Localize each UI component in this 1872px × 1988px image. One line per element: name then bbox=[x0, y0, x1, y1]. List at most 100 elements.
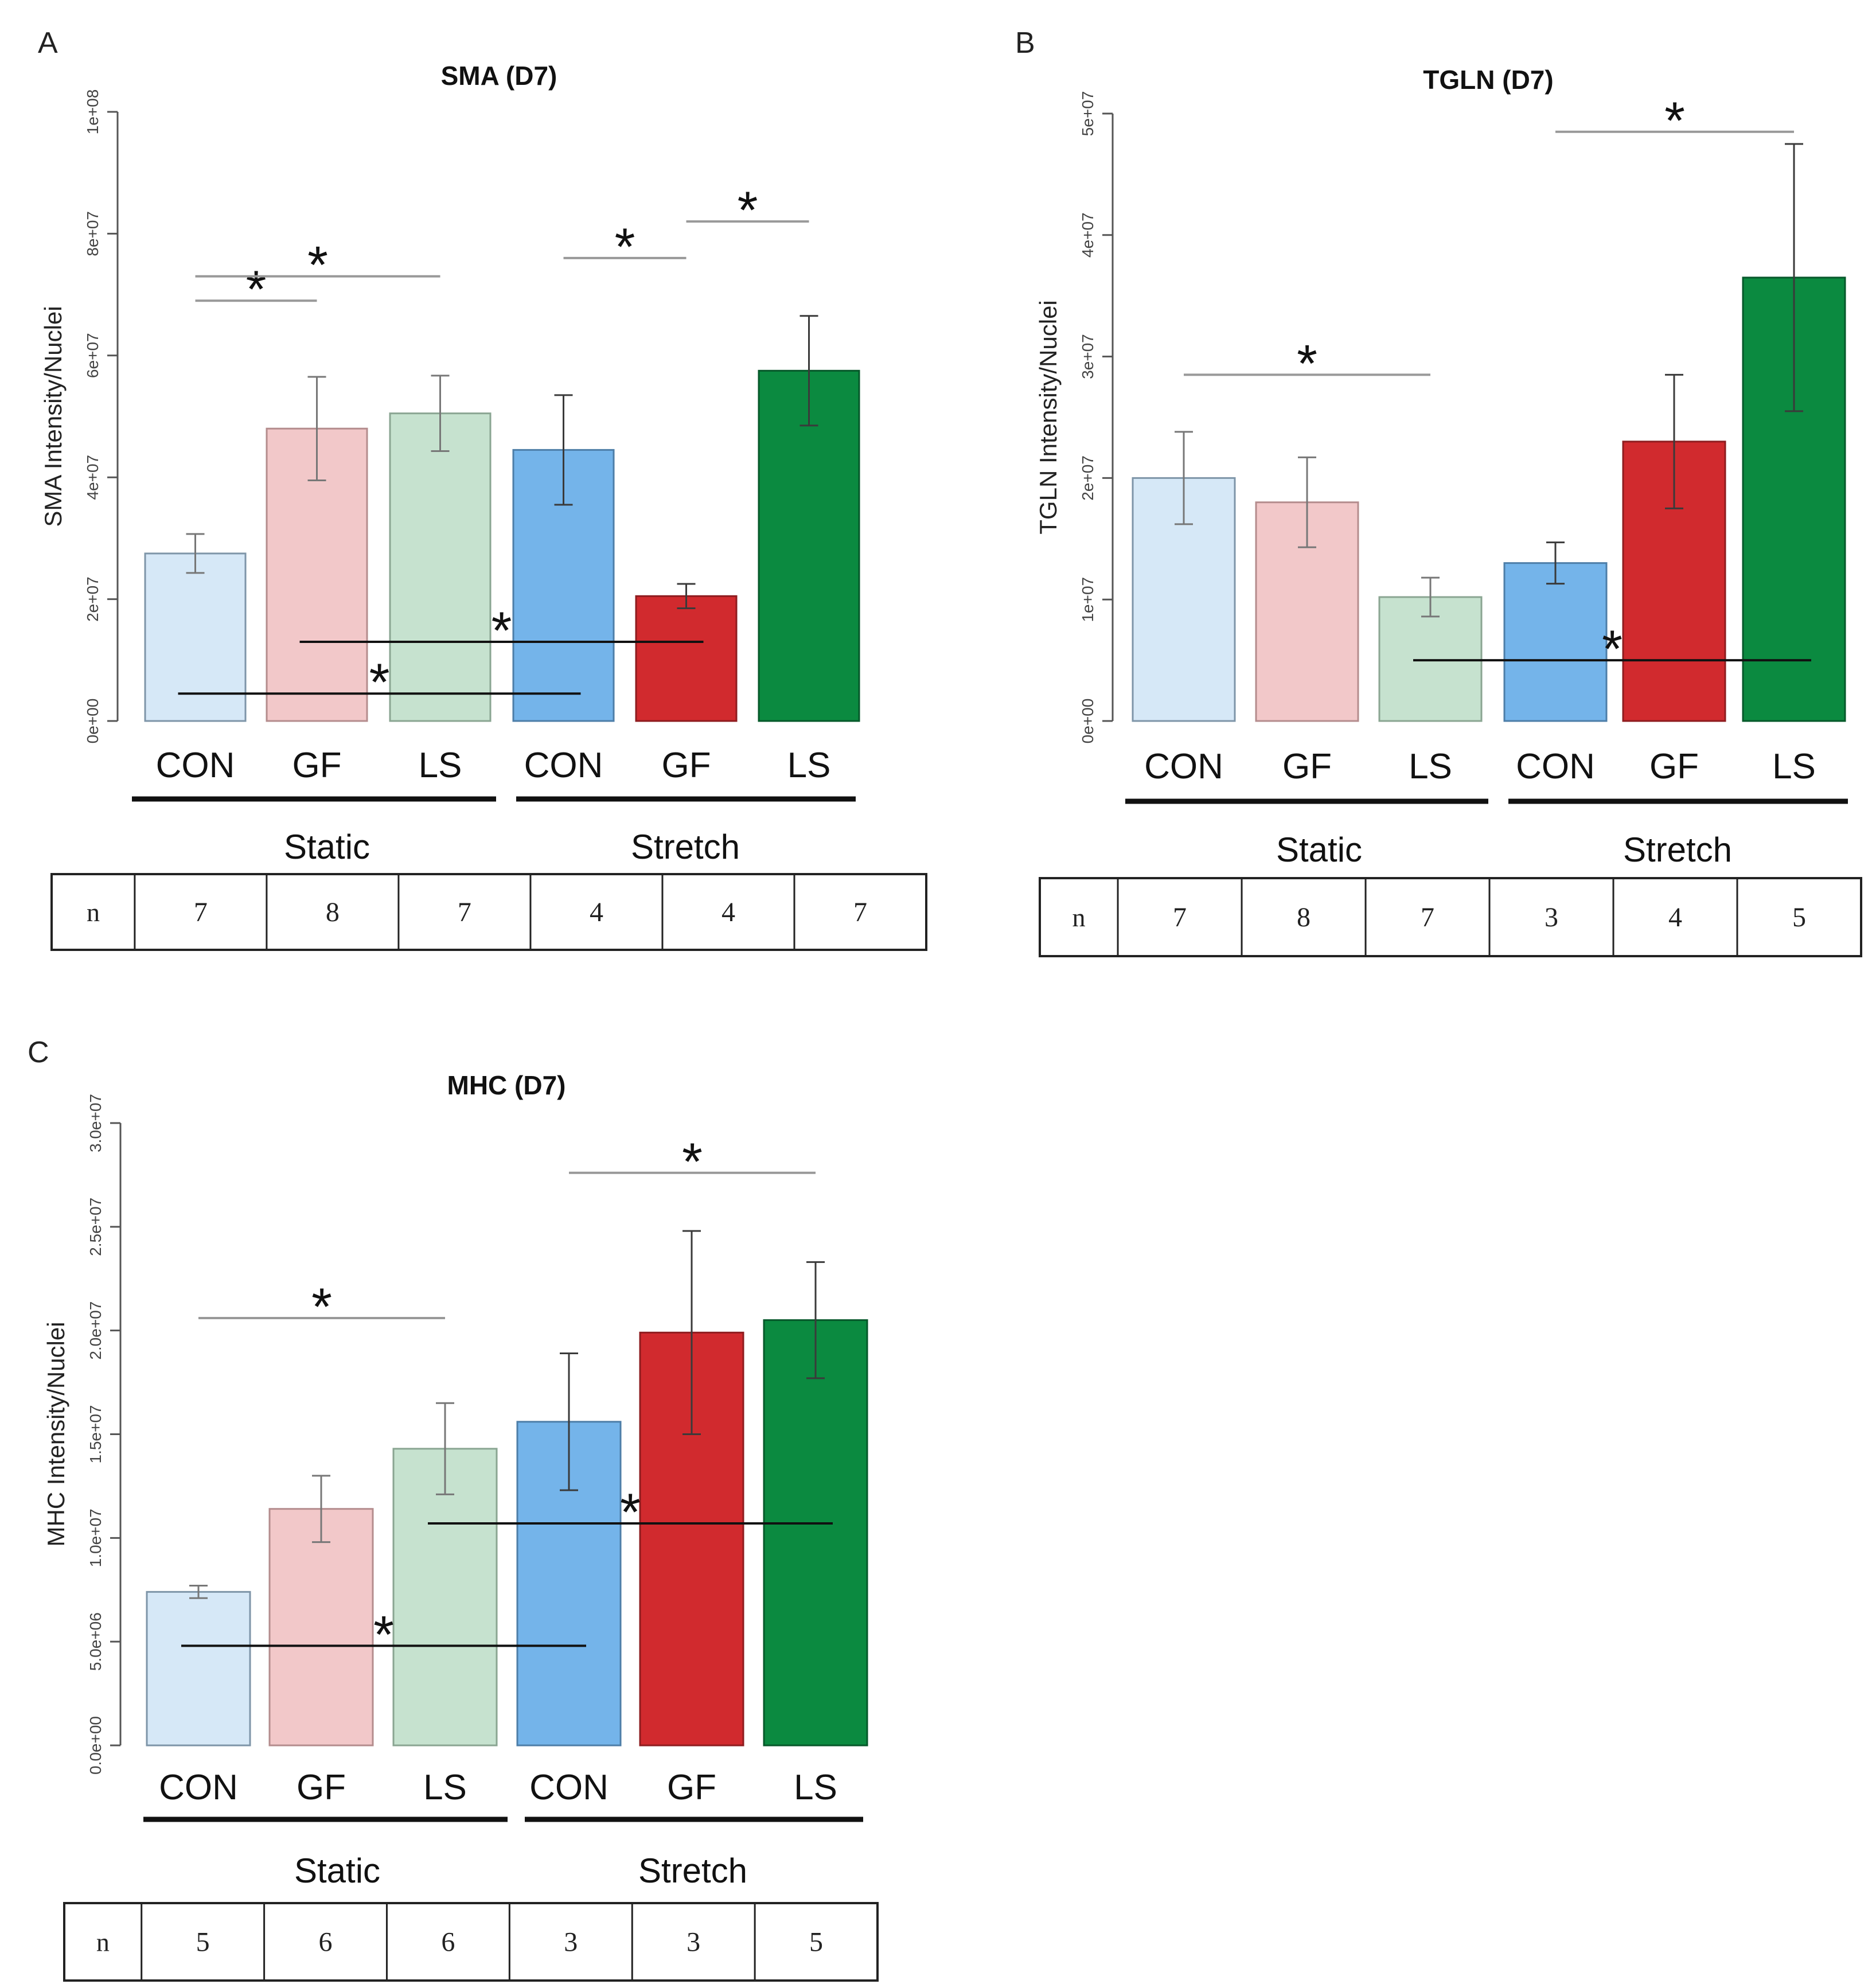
chart-title: TGLN (D7) bbox=[1423, 65, 1553, 95]
category-label: CON bbox=[156, 746, 235, 785]
category-label: LS bbox=[423, 1768, 467, 1807]
n-table-value: 4 bbox=[722, 897, 735, 927]
n-table-header: n bbox=[1072, 903, 1086, 932]
y-tick-label: 8e+07 bbox=[84, 211, 102, 256]
significance-star: * bbox=[369, 653, 390, 712]
category-label: GF bbox=[297, 1768, 346, 1807]
bar-ls-static bbox=[392, 1448, 498, 1747]
significance-star: * bbox=[1664, 92, 1685, 150]
n-table-header: n bbox=[96, 1928, 110, 1957]
significance-star: * bbox=[307, 236, 328, 295]
significance-star: * bbox=[682, 1133, 703, 1191]
n-table-value: 6 bbox=[441, 1927, 455, 1958]
y-tick-label: 2e+07 bbox=[84, 576, 102, 622]
bar-gf-static bbox=[268, 1508, 374, 1747]
y-tick-label: 4e+07 bbox=[1079, 212, 1097, 258]
n-table-value: 3 bbox=[687, 1927, 700, 1958]
y-tick-label: 3e+07 bbox=[1079, 334, 1097, 379]
n-table: n 5 6 6 3 3 5 bbox=[63, 1902, 879, 1982]
category-label: GF bbox=[1649, 747, 1699, 786]
group-label-stretch: Stretch bbox=[1623, 831, 1732, 869]
bar-ls-stretch bbox=[763, 1319, 868, 1747]
y-tick-label: 1.5e+07 bbox=[87, 1405, 104, 1464]
y-tick-label: 0e+00 bbox=[84, 699, 102, 744]
y-tick-label: 3.0e+07 bbox=[87, 1094, 104, 1152]
n-table: n 7 8 7 3 4 5 bbox=[1039, 877, 1862, 957]
category-label: LS bbox=[1409, 747, 1452, 786]
category-label: GF bbox=[661, 746, 711, 785]
n-table-value: 7 bbox=[458, 897, 471, 927]
n-table-value: 6 bbox=[319, 1927, 333, 1958]
chart-title: MHC (D7) bbox=[447, 1070, 566, 1100]
bar-con-stretch bbox=[1503, 562, 1608, 722]
y-tick-label: 2e+07 bbox=[1079, 455, 1097, 501]
category-label: GF bbox=[292, 746, 341, 785]
n-table-value: 5 bbox=[809, 1927, 823, 1958]
n-table-border bbox=[50, 873, 927, 951]
y-tick-label: 0.0e+00 bbox=[87, 1716, 104, 1775]
n-table-value: 5 bbox=[196, 1927, 210, 1958]
significance-star: * bbox=[311, 1278, 332, 1336]
n-table-value: 4 bbox=[1668, 902, 1682, 933]
panel-letter: A bbox=[38, 26, 58, 60]
category-label: GF bbox=[1282, 747, 1332, 786]
significance-star: * bbox=[246, 260, 267, 319]
panel-c: C MHC (D7) 0.0e+00 5.0e+06 1.0e+07 1.5e+07 2.0… bbox=[28, 1036, 879, 1982]
n-table-value: 7 bbox=[194, 897, 208, 927]
significance-star: * bbox=[1297, 334, 1317, 393]
y-tick-label: 5e+07 bbox=[1079, 91, 1097, 137]
category-label: LS bbox=[1772, 747, 1816, 786]
bar-ls-static bbox=[389, 412, 492, 722]
y-tick-label: 2.5e+07 bbox=[87, 1198, 104, 1256]
significance-star: * bbox=[615, 218, 635, 276]
n-table-border bbox=[1039, 877, 1862, 957]
panel-letter: C bbox=[28, 1036, 49, 1069]
n-table: n 7 8 7 4 4 7 bbox=[50, 873, 927, 951]
panel-b: B TGLN (D7) 0e+00 1e+07 2e+07 3e+07 4e+07 5e+07… bbox=[1015, 26, 1862, 957]
y-tick-label: 1e+07 bbox=[1079, 577, 1097, 622]
n-table-border bbox=[63, 1902, 879, 1982]
n-table-header: n bbox=[87, 898, 100, 927]
group-label-stretch: Stretch bbox=[631, 828, 740, 866]
n-table-value: 7 bbox=[1173, 902, 1187, 933]
y-tick-label: 0e+00 bbox=[1079, 699, 1097, 744]
n-table-value: 7 bbox=[853, 897, 867, 927]
y-tick-label: 5.0e+06 bbox=[87, 1612, 104, 1671]
y-axis-title: TGLN Intensity/Nuclei bbox=[1035, 300, 1062, 534]
significance-star: * bbox=[492, 602, 512, 660]
bar-ls-static bbox=[1378, 596, 1483, 722]
category-label: CON bbox=[524, 746, 603, 785]
category-label: CON bbox=[1516, 747, 1595, 786]
category-label: GF bbox=[667, 1768, 716, 1807]
significance-star: * bbox=[620, 1483, 641, 1542]
category-label: LS bbox=[794, 1768, 837, 1807]
significance-star: * bbox=[738, 181, 758, 240]
y-tick-label: 1e+08 bbox=[84, 89, 102, 135]
y-axis-title: SMA Intensity/Nuclei bbox=[40, 306, 67, 527]
panel-letter: B bbox=[1015, 26, 1035, 60]
group-label-static: Static bbox=[284, 828, 370, 866]
bar-ls-stretch bbox=[758, 369, 860, 722]
category-label: CON bbox=[1144, 747, 1223, 786]
group-label-static: Static bbox=[294, 1851, 380, 1890]
chart-title: SMA (D7) bbox=[441, 61, 557, 91]
n-table-value: 7 bbox=[1421, 902, 1434, 933]
n-table-value: 3 bbox=[564, 1927, 578, 1958]
y-tick-label: 2.0e+07 bbox=[87, 1301, 104, 1360]
significance-star: * bbox=[373, 1605, 394, 1664]
significance-star: * bbox=[1602, 620, 1623, 679]
y-tick-label: 4e+07 bbox=[84, 455, 102, 500]
y-tick-label: 6e+07 bbox=[84, 333, 102, 378]
group-label-static: Static bbox=[1276, 831, 1362, 869]
n-table-value: 5 bbox=[1792, 902, 1806, 933]
category-label: LS bbox=[419, 746, 462, 785]
y-axis-title: MHC Intensity/Nuclei bbox=[42, 1322, 69, 1546]
n-table-value: 8 bbox=[1297, 902, 1311, 933]
category-label: LS bbox=[787, 746, 831, 785]
group-label-stretch: Stretch bbox=[638, 1851, 747, 1890]
category-label: CON bbox=[529, 1768, 609, 1807]
category-label: CON bbox=[159, 1768, 238, 1807]
y-tick-label: 1.0e+07 bbox=[87, 1508, 104, 1567]
n-table-value: 4 bbox=[590, 897, 603, 927]
